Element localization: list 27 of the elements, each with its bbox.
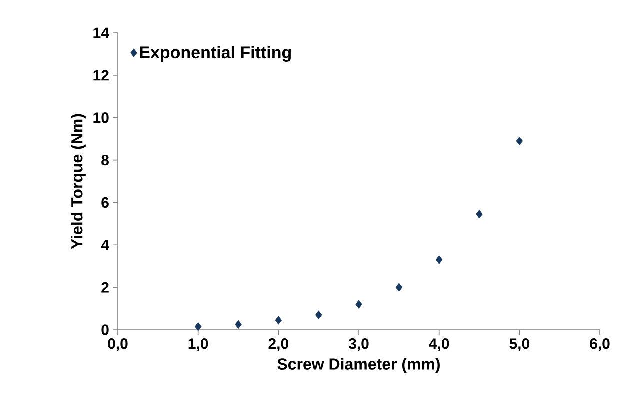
x-tick-label: 0,0	[108, 338, 128, 352]
x-tick-label: 1,0	[188, 338, 208, 352]
x-tick-label: 5,0	[510, 338, 530, 352]
y-tick-label: 0	[102, 324, 109, 336]
point	[356, 300, 362, 309]
y-tick-label: 6	[102, 197, 109, 208]
y-tick-label: 2	[102, 282, 109, 293]
y-tick-label: 14	[94, 28, 110, 38]
point	[516, 136, 524, 146]
point	[476, 210, 483, 219]
y-axis-title: Yield Torque (Nm)	[71, 114, 86, 250]
point	[235, 320, 242, 330]
x-tick-label: 3,0	[348, 338, 369, 352]
y-tick-label: 10	[94, 112, 109, 124]
x-tick-label: 6,0	[590, 338, 610, 352]
y-tick-label: 8	[102, 154, 109, 166]
y-tick-label: 4	[101, 240, 110, 250]
x-axis-title: Screw Diameter (mm)	[278, 358, 440, 374]
y-tick-label: 12	[94, 70, 109, 81]
point	[396, 283, 403, 292]
point	[315, 310, 322, 320]
point	[275, 316, 282, 325]
point	[436, 256, 443, 264]
x-tick-label: 4,0	[429, 338, 450, 352]
x-tick-label: 2,0	[268, 338, 288, 352]
point	[194, 322, 202, 332]
legend-label: Exponential Fitting	[140, 46, 292, 62]
